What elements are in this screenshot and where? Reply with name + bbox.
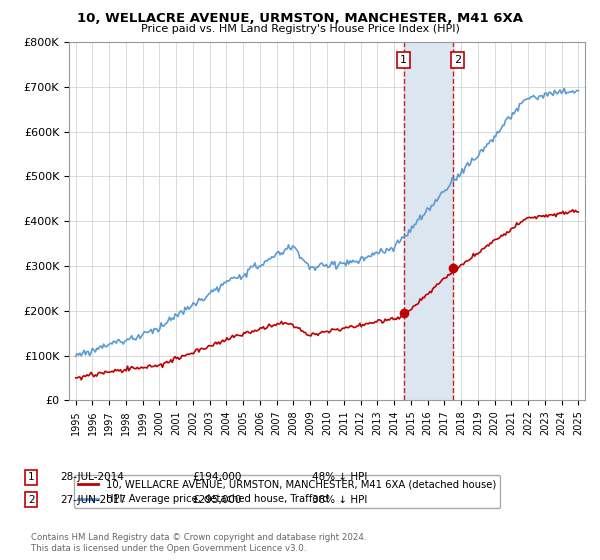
- Text: £295,000: £295,000: [192, 494, 241, 505]
- Text: Contains HM Land Registry data © Crown copyright and database right 2024.
This d: Contains HM Land Registry data © Crown c…: [31, 533, 367, 553]
- Text: 1: 1: [28, 472, 35, 482]
- Text: 2: 2: [28, 494, 35, 505]
- Text: Price paid vs. HM Land Registry's House Price Index (HPI): Price paid vs. HM Land Registry's House …: [140, 24, 460, 34]
- Text: 1: 1: [400, 55, 407, 65]
- Text: 48% ↓ HPI: 48% ↓ HPI: [312, 472, 367, 482]
- Text: 10, WELLACRE AVENUE, URMSTON, MANCHESTER, M41 6XA: 10, WELLACRE AVENUE, URMSTON, MANCHESTER…: [77, 12, 523, 25]
- Text: 27-JUN-2017: 27-JUN-2017: [60, 494, 126, 505]
- Text: 28-JUL-2014: 28-JUL-2014: [60, 472, 124, 482]
- Legend: 10, WELLACRE AVENUE, URMSTON, MANCHESTER, M41 6XA (detached house), HPI: Average: 10, WELLACRE AVENUE, URMSTON, MANCHESTER…: [74, 475, 500, 508]
- Text: £194,000: £194,000: [192, 472, 241, 482]
- Text: 2: 2: [454, 55, 461, 65]
- Text: 38% ↓ HPI: 38% ↓ HPI: [312, 494, 367, 505]
- Bar: [404, 42, 452, 400]
